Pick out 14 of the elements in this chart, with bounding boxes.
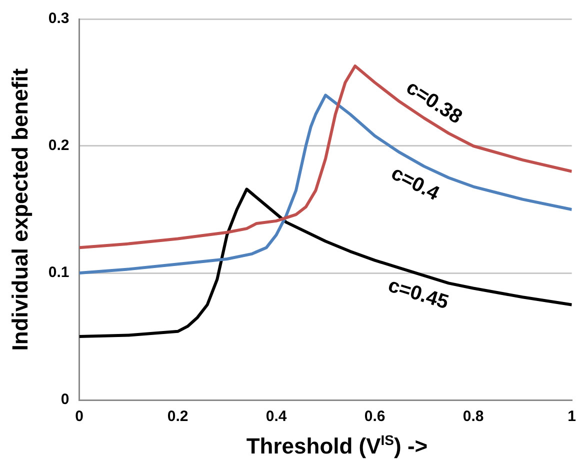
x-tick-label: 0.4 <box>266 408 288 426</box>
x-tick-label: 0.6 <box>364 408 386 426</box>
y-axis-title: Individual expected benefit <box>7 68 32 351</box>
y-tick-label: 0.2 <box>48 137 70 154</box>
y-tick-label: 0 <box>60 391 70 408</box>
text: c=0.4 <box>388 162 443 206</box>
x-tick-label: 0.8 <box>462 408 484 426</box>
x-tick-label: 1 <box>568 408 576 426</box>
x-tick-label: 0 <box>75 408 84 426</box>
x-axis-title: Threshold (V$^{IS}$) -> <box>245 432 429 460</box>
text: c=0.45 <box>386 274 452 314</box>
y-tick-label: 0.1 <box>48 264 70 282</box>
y-tick-label: 0.3 <box>48 10 70 28</box>
x-tick-label: 0.2 <box>167 408 188 426</box>
